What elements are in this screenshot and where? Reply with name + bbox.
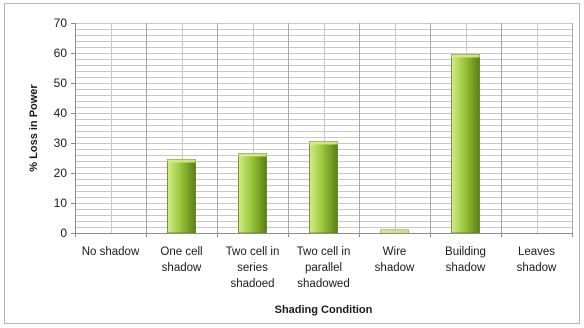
bar-top-highlight [238,153,267,157]
x-category-label-line: parallel [305,262,342,274]
y-tick-label: 0 [60,226,67,240]
bars [167,54,480,234]
x-category-label-line: Leaves [518,246,555,258]
x-category-label-line: shadow [375,262,415,274]
x-category-label-line: No shadow [82,246,140,258]
bar-top-highlight [451,54,480,58]
bar-top-highlight [309,141,338,145]
bar [451,54,480,234]
y-tick-labels: 0 10 20 30 40 50 60 70 [54,16,68,240]
bar [309,141,338,234]
x-axis-title: Shading Condition [275,304,373,316]
x-category-label-line: Building [445,246,486,258]
bar-top-highlight [380,230,409,233]
x-category-label: Two cell in parallel shadowed [297,246,351,290]
x-category-label-line: Two cell in [297,246,351,258]
y-tick-label: 50 [54,76,68,90]
bar-top-highlight [167,159,196,163]
x-category-label: Building shadow [445,246,486,274]
x-category-label-line: One cell [160,246,202,258]
y-tick-label: 70 [54,16,68,30]
x-category-label: No shadow [82,246,140,258]
x-category-label-line: Wire [383,246,407,258]
chart-frame [4,3,580,324]
x-category-label-line: Two cell in [226,246,280,258]
y-tick-label: 40 [54,106,68,120]
x-category-label-line: shadowed [297,278,349,290]
x-category-label: Two cell in series shadoed [226,246,280,290]
x-category-label-line: shadow [446,262,486,274]
y-tick-label: 20 [54,166,68,180]
x-category-label: Wire shadow [375,246,415,274]
x-category-label: One cell shadow [160,246,202,274]
y-tick-label: 30 [54,136,68,150]
x-category-label: Leaves shadow [517,246,557,274]
y-tick-label: 60 [54,46,68,60]
y-axis-title: % Loss in Power [28,84,40,172]
x-category-labels: No shadow One cell shadow Two cell in series… [82,246,557,290]
bar [238,153,267,234]
x-category-label-line: shadow [162,262,202,274]
bar [167,159,196,234]
x-category-label-line: shadoed [230,278,274,290]
axes [71,23,573,237]
x-category-label-line: series [237,262,268,274]
y-tick-label: 10 [54,196,68,210]
x-category-label-line: shadow [517,262,557,274]
